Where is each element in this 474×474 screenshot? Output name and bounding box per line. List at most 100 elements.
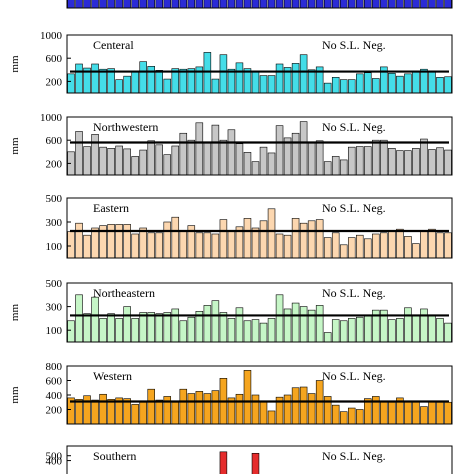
bar-2 <box>75 294 83 343</box>
bar-4 <box>91 296 99 343</box>
bar-30 <box>299 121 308 176</box>
bar-9 <box>131 233 139 259</box>
bar-37 <box>356 234 364 259</box>
panel-annotation: No S.L. Neg. <box>322 201 386 215</box>
bar-43 <box>404 236 412 259</box>
bar-33 <box>323 237 332 259</box>
bar-29 <box>291 132 300 176</box>
bar-38 <box>364 146 372 176</box>
bar-45 <box>420 231 428 259</box>
y-axis-label: mm <box>9 304 21 322</box>
bar-7 <box>115 0 123 9</box>
bar-29 <box>291 218 300 259</box>
plot-frame <box>66 197 453 259</box>
bar-34 <box>331 77 340 94</box>
bar-25 <box>259 0 268 9</box>
bar-35 <box>339 244 348 259</box>
bar-31 <box>307 69 316 94</box>
bar-4 <box>91 134 99 176</box>
bar-24 <box>251 71 260 94</box>
bar-17 <box>195 232 204 259</box>
plot-frame <box>66 445 453 474</box>
bar-19 <box>211 0 220 9</box>
panel-annotation: No S.L. Neg. <box>322 120 386 134</box>
bar-3 <box>83 0 91 9</box>
bar-22 <box>235 393 244 425</box>
bar-36 <box>347 0 356 9</box>
bar-46 <box>428 228 436 259</box>
bar-33 <box>323 82 332 94</box>
bar-45 <box>420 68 428 94</box>
panel-4: 100 300 500 Eastern No S.L. Neg. <box>46 193 453 259</box>
bar-39 <box>372 78 380 94</box>
bar-47 <box>436 147 444 176</box>
y-axis-label: mm <box>9 137 21 155</box>
panel-annotation: No S.L. Neg. <box>322 369 386 383</box>
bar-22 <box>235 62 244 94</box>
bar-48 <box>444 322 452 343</box>
bar-10 <box>139 149 147 176</box>
bar-25 <box>259 322 268 343</box>
bar-44 <box>412 0 420 9</box>
bar-14 <box>171 145 180 176</box>
bar-5 <box>99 0 107 9</box>
bar-33 <box>323 0 332 9</box>
bar-11 <box>147 66 155 94</box>
bar-20 <box>219 451 228 474</box>
bar-13 <box>163 0 172 9</box>
y-tick-label: 300 <box>46 217 63 229</box>
panel-2: 200 600 1000 mm Centeral No S.L. Neg. <box>9 30 453 94</box>
bar-40 <box>380 400 388 425</box>
bar-5 <box>99 393 107 425</box>
bar-26 <box>267 208 276 259</box>
bar-7 <box>115 224 123 259</box>
bar-11 <box>147 388 155 425</box>
bar-40 <box>380 0 388 9</box>
bar-27 <box>275 233 284 259</box>
bar-41 <box>388 0 396 9</box>
bar-2 <box>75 63 83 94</box>
panel-1: 100 <box>46 0 453 9</box>
bar-12 <box>155 144 163 176</box>
bar-17 <box>195 122 204 176</box>
bar-15 <box>179 388 188 425</box>
bar-23 <box>243 218 252 259</box>
bar-38 <box>364 72 372 94</box>
bar-48 <box>444 232 452 259</box>
bar-44 <box>412 314 420 343</box>
bar-20 <box>219 219 228 259</box>
bar-24 <box>251 319 260 343</box>
bar-14 <box>171 216 180 259</box>
y-axis-label: mm <box>9 386 21 404</box>
y-tick-label: 100 <box>46 325 63 337</box>
bar-29 <box>291 0 300 9</box>
bar-13 <box>163 78 172 94</box>
bar-24 <box>251 394 260 425</box>
bar-44 <box>412 401 420 425</box>
bar-12 <box>155 399 163 425</box>
bar-26 <box>267 75 276 94</box>
bar-15 <box>179 132 188 176</box>
bar-22 <box>235 307 244 343</box>
bar-8 <box>123 148 131 176</box>
bar-5 <box>99 68 107 94</box>
bar-34 <box>331 319 340 343</box>
bar-32 <box>315 305 324 343</box>
bar-20 <box>219 139 228 176</box>
y-tick-label: 200 <box>46 158 63 170</box>
bar-11 <box>147 312 155 343</box>
bar-15 <box>179 230 188 259</box>
bar-21 <box>227 129 236 176</box>
bar-12 <box>155 0 163 9</box>
bar-15 <box>179 68 188 94</box>
bar-42 <box>396 318 404 343</box>
bar-37 <box>356 0 364 9</box>
y-tick-label: 500 <box>46 193 63 205</box>
y-tick-label: 300 <box>46 302 63 314</box>
bar-11 <box>147 0 155 9</box>
y-tick-label: 200 <box>46 76 63 88</box>
bar-33 <box>323 332 332 343</box>
bar-16 <box>187 393 196 425</box>
y-tick-label: 1000 <box>40 30 63 42</box>
